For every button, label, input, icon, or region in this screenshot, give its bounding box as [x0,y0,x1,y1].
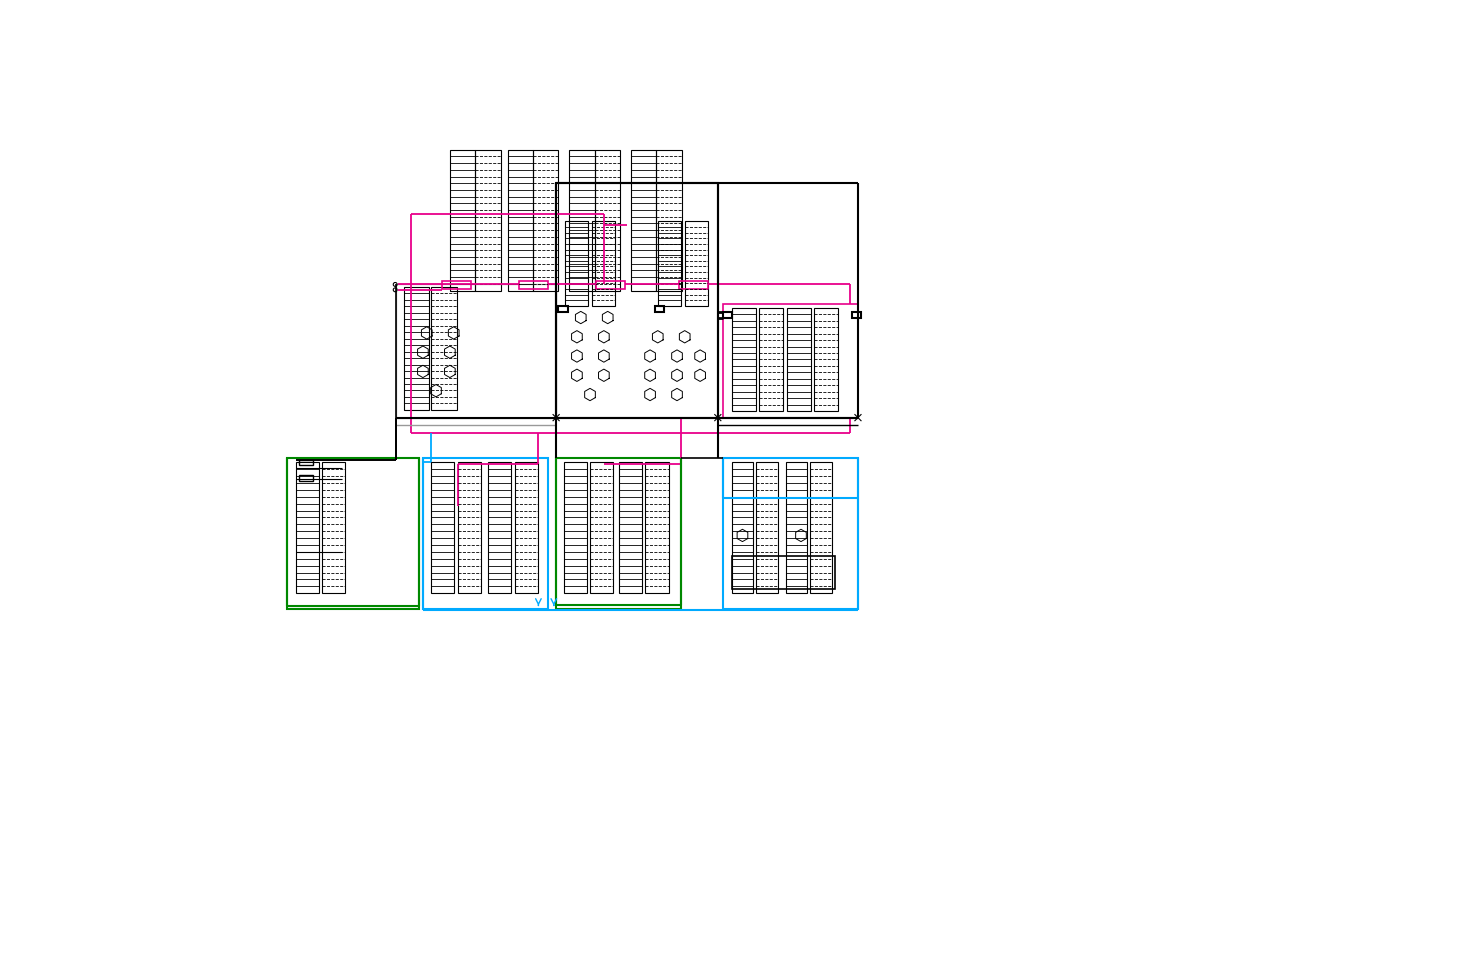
Bar [515,463,538,594]
Bar [656,151,681,292]
Bar [732,463,754,594]
Bar [532,151,559,292]
Bar [395,285,556,418]
Bar [556,459,681,609]
Bar [658,222,681,307]
Bar [565,222,589,307]
Bar [286,459,419,609]
Bar [594,151,620,292]
Bar [299,476,313,481]
Bar [431,288,457,411]
Bar [296,463,319,594]
Bar [655,307,664,313]
Bar [596,282,625,290]
Bar [488,463,512,594]
Bar [758,308,783,412]
Bar [723,313,733,319]
Bar [563,463,587,594]
Bar [757,463,777,594]
Bar [814,308,838,412]
Bar [559,307,568,313]
Bar [810,463,832,594]
Bar [593,222,615,307]
Bar [590,463,614,594]
Bar [788,308,811,412]
Bar [475,151,500,292]
Bar [732,557,835,589]
Bar [678,282,708,290]
Bar [723,459,858,609]
Bar [457,463,481,594]
Bar [404,288,429,411]
Bar [556,184,718,418]
Bar [322,463,345,594]
Bar [684,222,708,307]
Bar [519,282,549,290]
Bar [442,282,472,290]
Bar [732,308,755,412]
Bar [431,463,454,594]
Bar [646,463,668,594]
Bar [450,151,475,292]
Bar [423,459,547,609]
Bar [723,305,858,418]
Bar [569,151,594,292]
Bar [507,151,532,292]
Bar [851,313,861,319]
Bar [786,463,807,594]
Bar [620,463,643,594]
Bar [631,151,656,292]
Bar [299,460,313,466]
